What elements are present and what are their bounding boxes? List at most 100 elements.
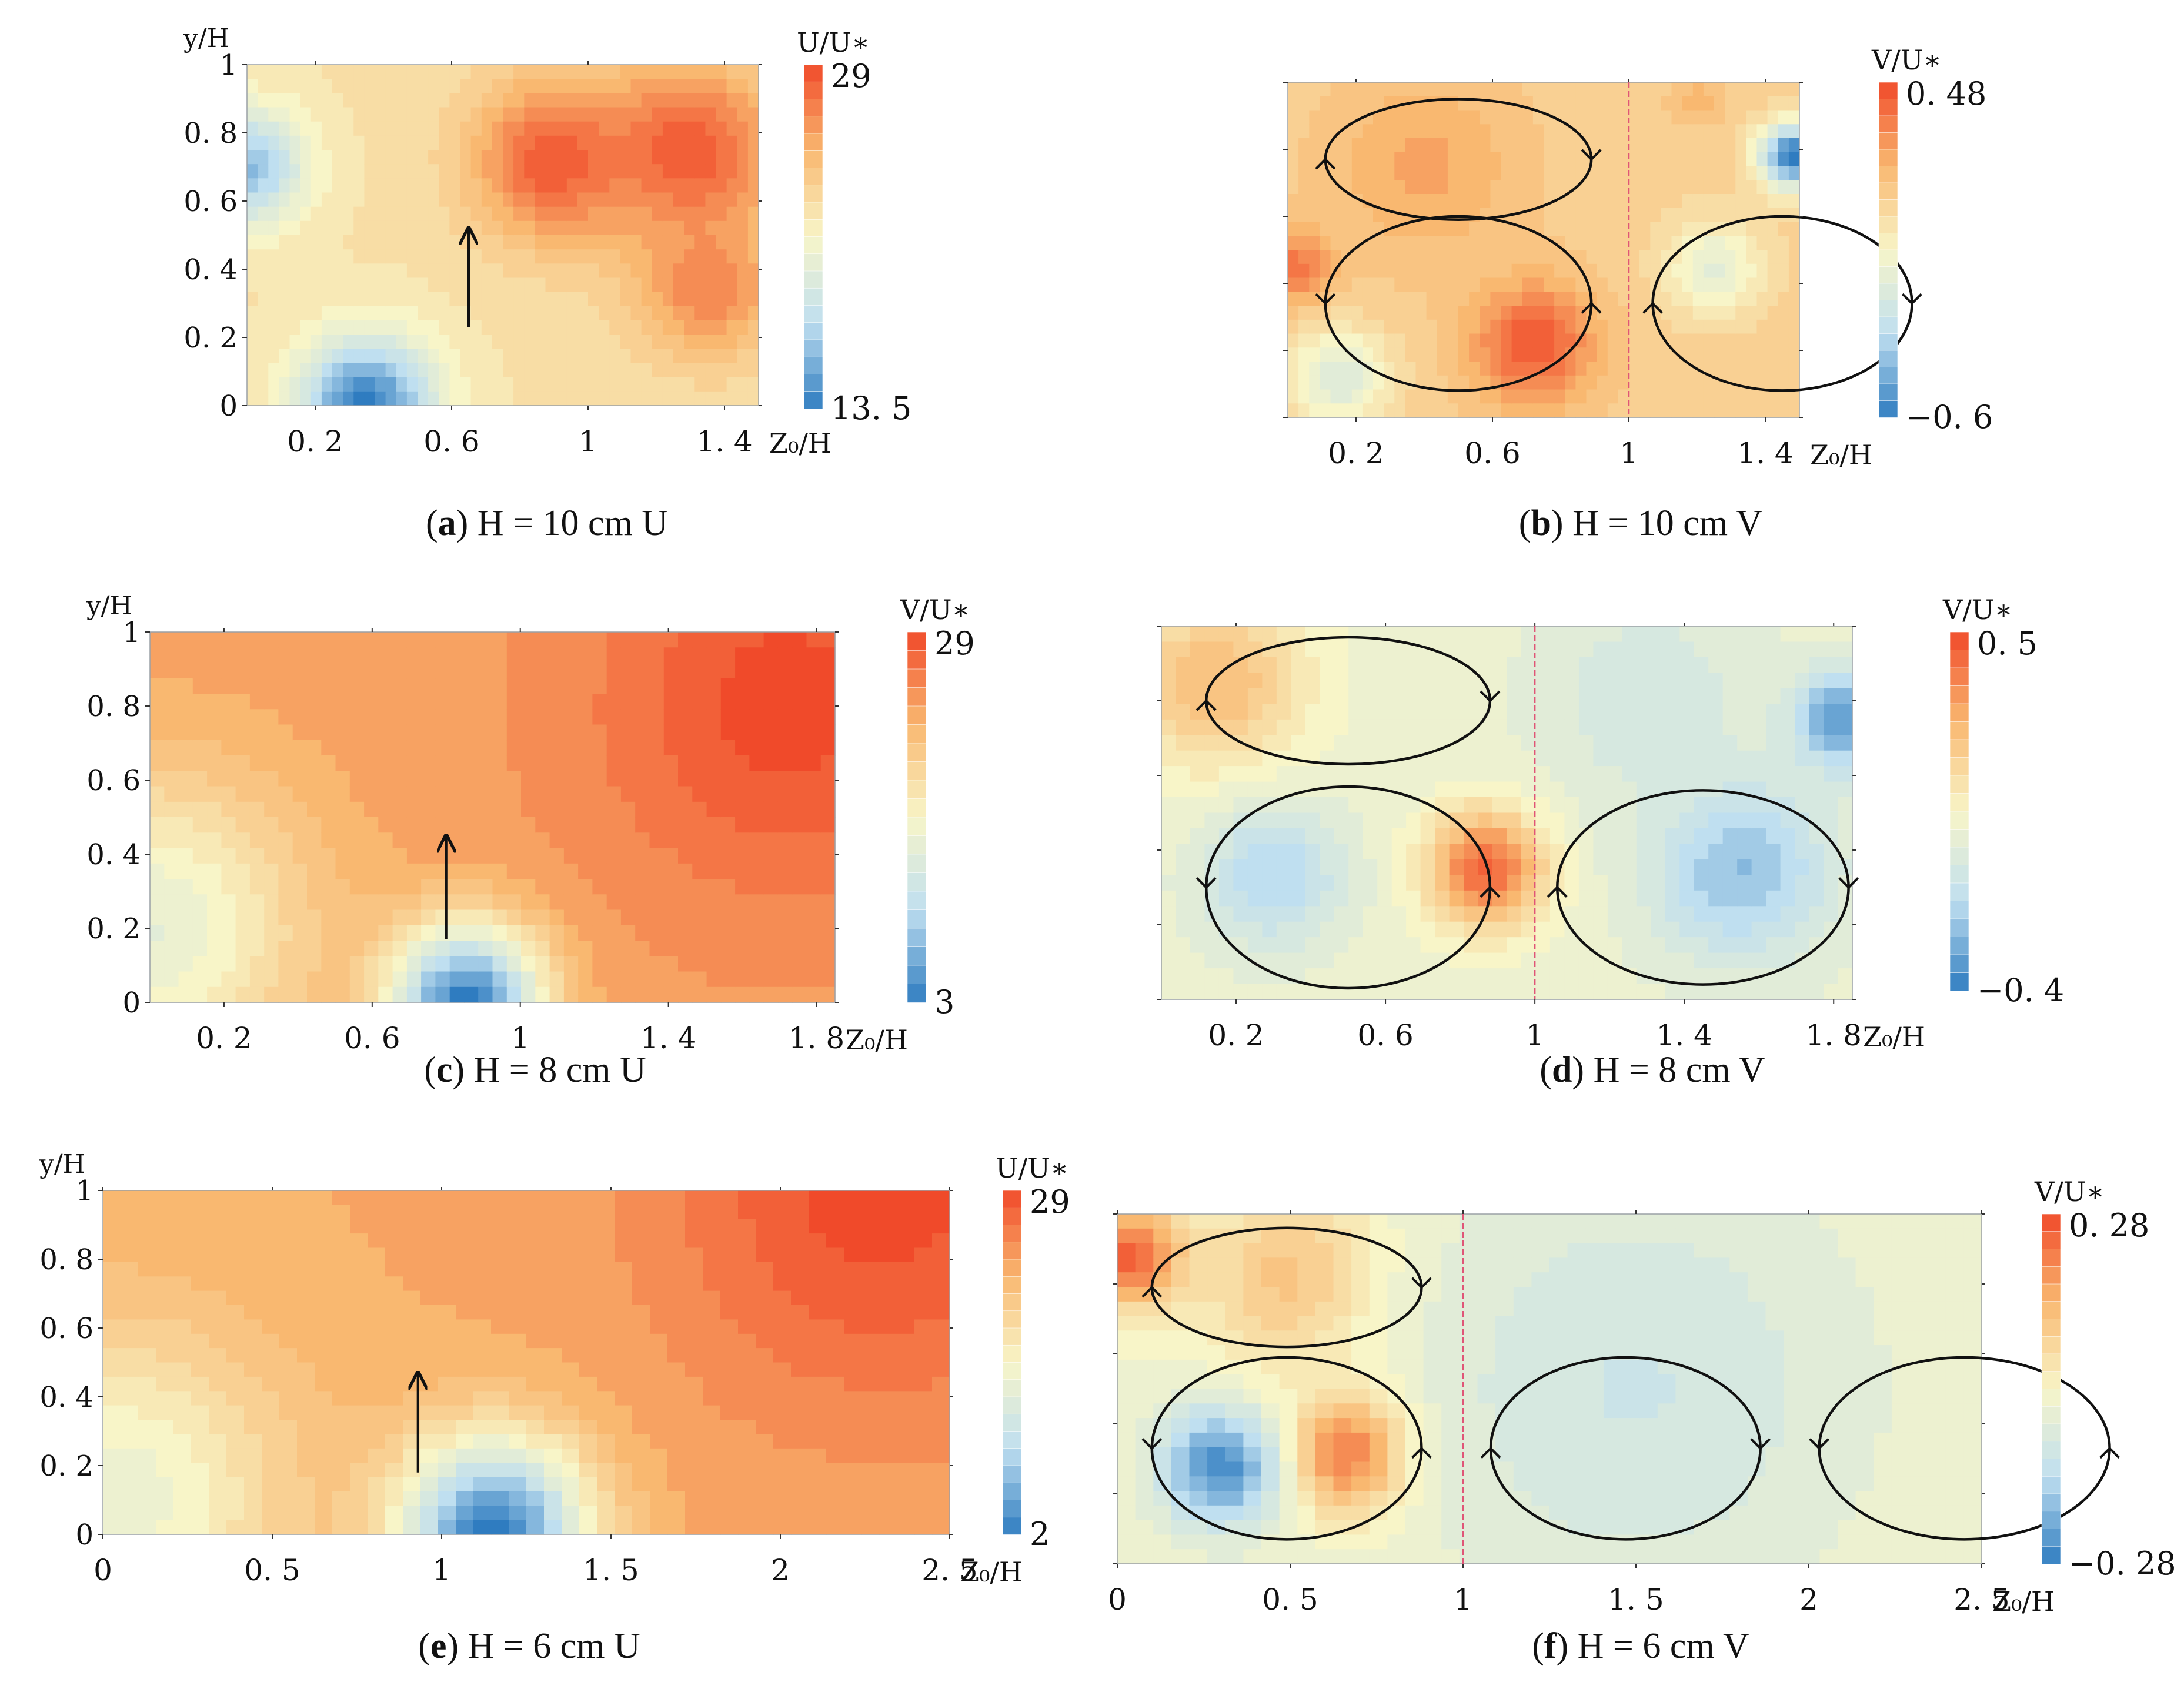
- field-cell: [293, 894, 308, 910]
- field-cell: [364, 349, 375, 363]
- field-cell: [268, 306, 279, 321]
- field-cell: [307, 802, 322, 818]
- field-cell: [1427, 166, 1438, 180]
- field-cell: [1544, 278, 1555, 292]
- field-cell: [607, 787, 622, 802]
- field-cell: [567, 349, 578, 363]
- field-cell: [1421, 875, 1435, 891]
- field-cell: [1704, 334, 1715, 348]
- field-cell: [1348, 906, 1363, 922]
- colorbar-title: V/U∗: [1942, 594, 2013, 626]
- field-cell: [1288, 306, 1299, 320]
- field-cell: [1233, 688, 1248, 704]
- field-cell: [1305, 953, 1320, 969]
- field-cell: [1512, 362, 1523, 376]
- field-cell: [493, 787, 507, 802]
- field-cell: [421, 787, 436, 802]
- field-cell: [807, 925, 821, 941]
- field-cell: [482, 164, 493, 179]
- field-cell: [556, 349, 567, 363]
- field-cell: [1363, 844, 1378, 859]
- field-cell: [300, 335, 312, 349]
- field-cell: [1334, 720, 1349, 735]
- field-cell: [764, 725, 779, 741]
- field-cell: [546, 263, 557, 278]
- field-cell: [1766, 922, 1781, 938]
- field-cell: [507, 910, 522, 926]
- field-cell: [1464, 797, 1478, 813]
- field-cell: [1564, 797, 1579, 813]
- field-cell: [507, 864, 522, 879]
- field-cell: [1778, 111, 1789, 125]
- field-cell: [1639, 194, 1651, 208]
- field-cell: [1478, 953, 1493, 969]
- field-cell: [1752, 859, 1766, 875]
- field-cell: [1416, 390, 1427, 404]
- field-cell: [407, 771, 422, 787]
- field-cell: [1262, 891, 1277, 907]
- colorbar-level: [1950, 901, 1969, 919]
- colorbar-level: [1950, 775, 1969, 794]
- field-cell: [792, 740, 807, 756]
- field-cell: [1639, 222, 1651, 236]
- field-cell: [807, 864, 821, 879]
- field-cell: [207, 802, 222, 818]
- field-cell: [1757, 138, 1768, 152]
- field-cell: [1377, 922, 1392, 938]
- field-cell: [507, 987, 522, 1003]
- field-cell: [1838, 673, 1853, 688]
- field-cell: [1575, 111, 1587, 125]
- field-cell: [1679, 657, 1694, 673]
- field-cell: [1809, 859, 1824, 875]
- field-cell: [1421, 984, 1435, 1000]
- field-cell: [321, 663, 336, 679]
- field-cell: [322, 335, 333, 349]
- field-cell: [550, 632, 565, 648]
- field-cell: [764, 663, 779, 679]
- field-cell: [191, 1205, 209, 1219]
- field-cell: [556, 221, 567, 236]
- field-cell: [716, 221, 727, 236]
- field-cell: [1305, 797, 1320, 813]
- field-cell: [336, 709, 350, 725]
- field-cell: [748, 93, 759, 108]
- field-cell: [748, 164, 759, 179]
- field-cell: [620, 249, 631, 264]
- field-cell: [1665, 797, 1680, 813]
- field-cell: [1650, 236, 1661, 250]
- field-cell: [1405, 347, 1416, 362]
- field-cell: [546, 221, 557, 236]
- field-cell: [1437, 292, 1448, 306]
- field-cell: [1233, 673, 1248, 688]
- field-cell: [513, 207, 525, 222]
- field-cell: [258, 306, 269, 321]
- field-cell: [1757, 334, 1768, 348]
- field-cell: [550, 864, 565, 879]
- field-cell: [1694, 875, 1709, 891]
- field-cell: [1363, 906, 1378, 922]
- field-cell: [221, 879, 236, 895]
- field-cell: [1587, 180, 1598, 194]
- field-cell: [492, 93, 503, 108]
- field-cell: [1587, 194, 1598, 208]
- field-cell: [524, 150, 535, 165]
- field-cell: [1305, 906, 1320, 922]
- field-cell: [1298, 152, 1310, 166]
- field-cell: [1768, 347, 1779, 362]
- field-cell: [290, 235, 301, 250]
- field-cell: [716, 278, 727, 293]
- field-cell: [1394, 334, 1405, 348]
- field-cell: [1450, 875, 1464, 891]
- field-cell: [247, 363, 258, 378]
- field-cell: [407, 306, 418, 321]
- field-cell: [1672, 82, 1683, 96]
- field-cell: [652, 93, 663, 108]
- field-cell: [663, 263, 674, 278]
- field-cell: [264, 925, 279, 941]
- field-cell: [293, 817, 308, 833]
- field-cell: [421, 678, 436, 694]
- field-cell: [1490, 124, 1501, 138]
- field-cell: [1735, 347, 1746, 362]
- field-cell: [635, 709, 650, 725]
- field-cell: [1778, 96, 1789, 111]
